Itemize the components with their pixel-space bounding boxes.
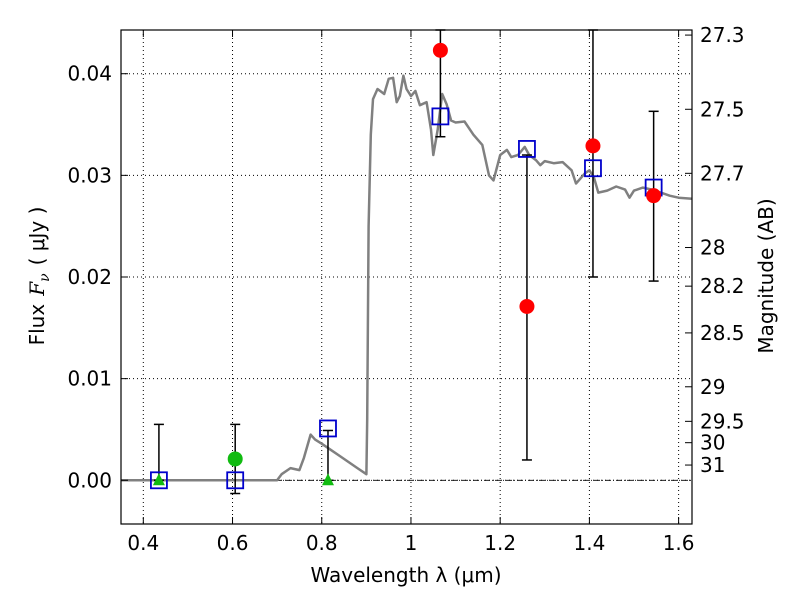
x-tick-label: 0.6 xyxy=(217,531,249,555)
x-tick-label: 1.4 xyxy=(573,531,605,555)
detection-point-green xyxy=(227,451,243,467)
x-axis-label: Wavelength λ (μm) xyxy=(310,563,501,587)
x-tick-label: 1.6 xyxy=(663,531,695,555)
model-sed-line xyxy=(121,74,693,482)
model-band-square xyxy=(150,471,168,490)
detection-point-red xyxy=(585,138,601,154)
model-band-square xyxy=(518,140,536,158)
detection-point-red xyxy=(519,298,535,314)
y-ticks: 0.00 0.01 0.02 0.03 0.04 xyxy=(67,62,128,492)
grid xyxy=(121,30,692,524)
axes xyxy=(120,29,693,525)
detection-point-red xyxy=(646,188,662,204)
magnitude-tick-label: 31 xyxy=(700,453,725,477)
model-band-square xyxy=(431,107,450,126)
model-band-square xyxy=(584,159,602,178)
magnitude-tick-label: 28 xyxy=(700,236,725,260)
magnitude-tick-label: 28.5 xyxy=(700,321,745,345)
y-tick-label: 0.04 xyxy=(67,62,112,86)
x-ticks: 0.4 0.6 0.8 1 1.2 1.4 1.6 xyxy=(127,30,695,555)
y-tick-label: 0.00 xyxy=(67,468,112,492)
plot-frame xyxy=(120,29,693,525)
x-tick-label: 1 xyxy=(405,531,418,555)
detection-point-red xyxy=(432,42,448,58)
upper-limit-triangle xyxy=(152,473,165,486)
upper-limit-triangle xyxy=(321,473,334,486)
error-bars xyxy=(153,29,659,495)
magnitude-tick-label: 28.2 xyxy=(700,274,745,298)
model-sed xyxy=(121,74,693,482)
x-tick-label: 0.4 xyxy=(127,531,159,555)
y-axis-label-right: Magnitude (AB) xyxy=(754,198,778,353)
magnitude-tick-label: 27.7 xyxy=(700,161,745,185)
markers xyxy=(150,42,663,490)
magnitude-tick-label: 29 xyxy=(700,375,725,399)
model-band-square xyxy=(319,419,337,438)
y-tick-label: 0.01 xyxy=(67,367,112,391)
magnitude-tick-label: 30 xyxy=(700,431,725,455)
magnitude-tick-label: 27.3 xyxy=(700,23,745,47)
magnitude-tick-label: 29.5 xyxy=(700,409,745,433)
magnitude-tick-label: 27.5 xyxy=(700,97,745,121)
y-tick-label: 0.02 xyxy=(67,265,112,289)
x-tick-label: 0.8 xyxy=(306,531,338,555)
y-tick-label: 0.03 xyxy=(67,163,112,187)
model-band-square xyxy=(226,471,245,490)
y-axis-label-left: FluxFν( μJy ) xyxy=(25,207,53,346)
x-tick-label: 1.2 xyxy=(484,531,516,555)
